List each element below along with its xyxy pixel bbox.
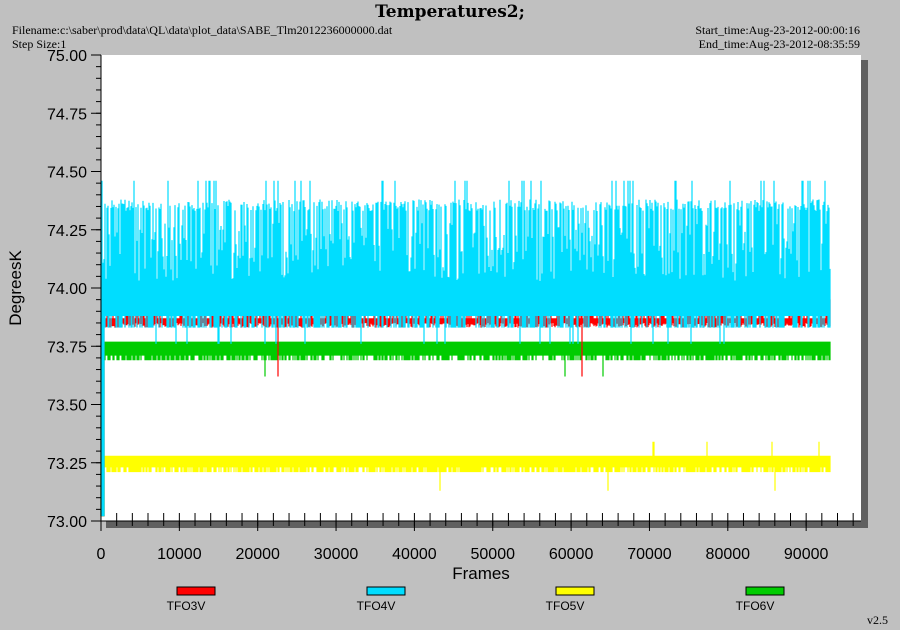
legend-swatch [745,586,785,596]
x-tick-label: 0 [97,546,106,563]
legend-swatch [555,586,595,596]
legend-label: TFO3V [167,599,206,613]
start-time-label: Start_time:Aug-23-2012-00:00:16 [695,23,860,37]
y-tick-label: 73.50 [47,398,87,415]
series-layer [100,180,831,517]
y-tick-label: 73.25 [47,456,87,473]
x-axis-title: Frames [452,564,510,583]
time-info: Start_time:Aug-23-2012-00:00:16 End_time… [695,23,860,51]
y-tick-label: 73.00 [47,514,87,531]
file-info: Filename:c:\saber\prod\data\QL\data\plot… [12,23,392,51]
x-tick-label: 50000 [471,546,516,563]
legend-label: TFO6V [736,599,775,613]
legend: TFO3V TFO4V TFO5V TFO6V [167,586,785,613]
legend-swatch [176,586,216,596]
y-tick-label: 75.00 [47,48,87,65]
axes-layer: 73.00 73.25 73.50 73.75 74.00 74.25 74.50 74.75… [47,48,861,563]
y-tick-label: 74.25 [47,223,87,240]
y-axis-title: DegreesK [6,250,25,326]
y-tick-label: 74.75 [47,106,87,123]
legend-item-tfo6v: TFO6V [736,586,785,613]
chart-title: Temperatures2; [375,2,525,22]
y-tick-label: 74.50 [47,165,87,182]
legend-item-tfo5v: TFO5V [546,586,595,613]
legend-label: TFO5V [546,599,585,613]
x-tick-label: 10000 [157,546,202,563]
legend-swatch [366,586,406,596]
x-tick-label: 70000 [627,546,672,563]
version-label: v2.5 [867,613,888,627]
legend-item-tfo4v: TFO4V [357,586,406,613]
x-tick-label: 60000 [549,546,594,563]
filename-label: Filename:c:\saber\prod\data\QL\data\plot… [12,23,393,37]
y-tick-label: 74.00 [47,281,87,298]
x-tick-label: 20000 [235,546,280,563]
end-time-label: End_time:Aug-23-2012-08:35:59 [698,37,860,51]
x-tick-label: 40000 [392,546,437,563]
legend-label: TFO4V [357,599,396,613]
x-tick-label: 30000 [314,546,359,563]
x-tick-label: 80000 [706,546,751,563]
legend-item-tfo3v: TFO3V [167,586,216,613]
step-size-label: Step Size:1 [12,37,67,51]
x-tick-label: 90000 [784,546,829,563]
y-tick-label: 73.75 [47,339,87,356]
